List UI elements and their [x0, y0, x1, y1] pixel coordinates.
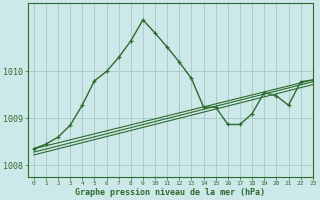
X-axis label: Graphe pression niveau de la mer (hPa): Graphe pression niveau de la mer (hPa): [75, 188, 265, 197]
